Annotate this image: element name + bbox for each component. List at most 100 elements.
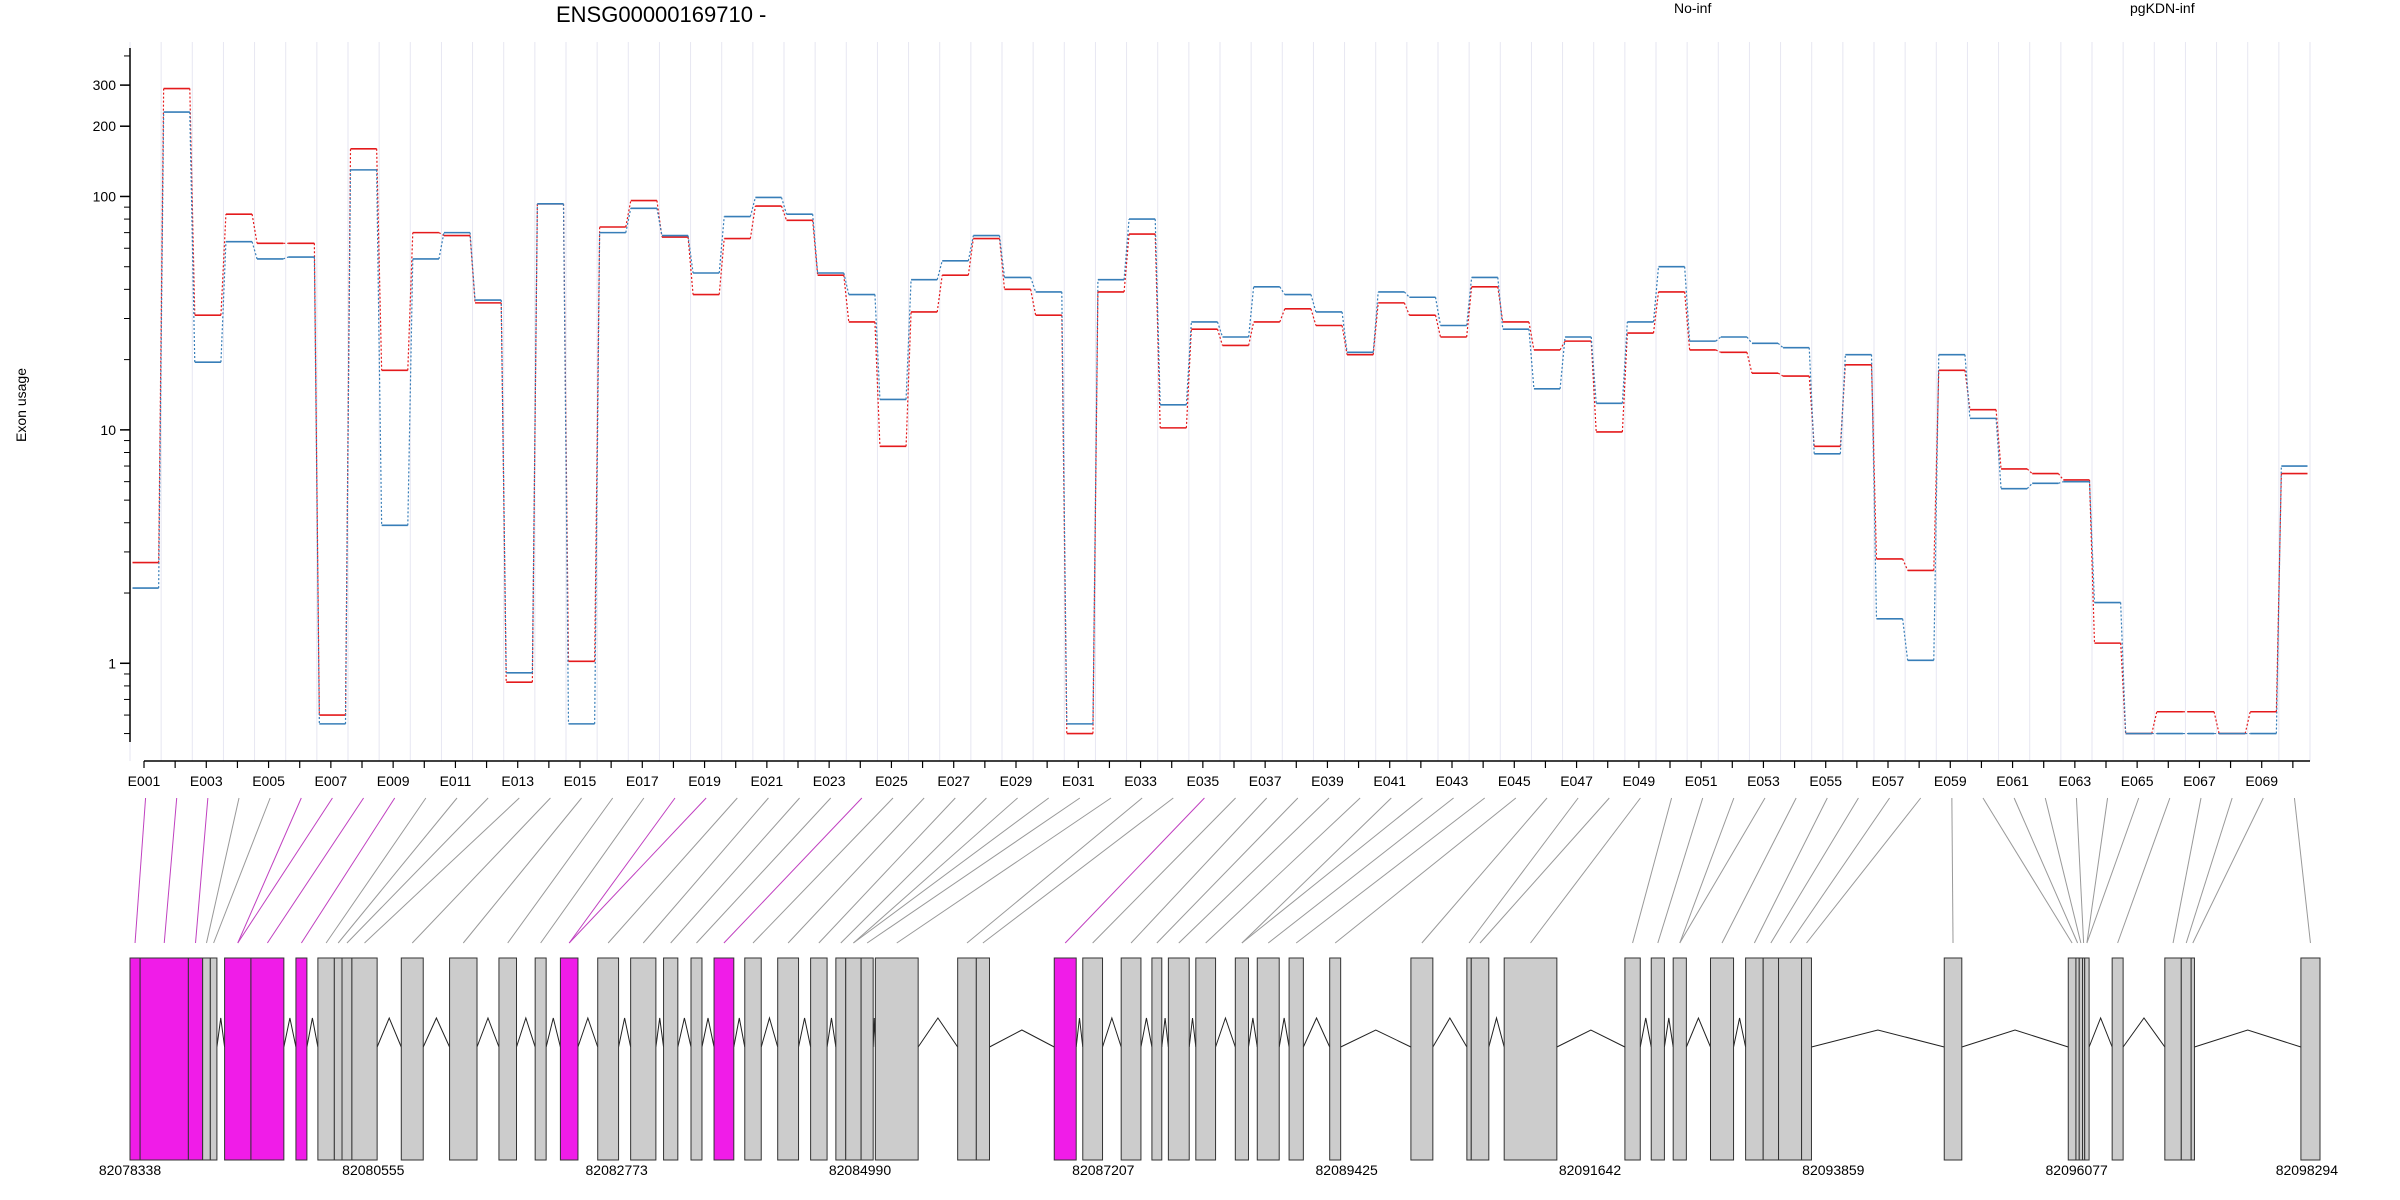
exon-box — [874, 957, 919, 1161]
series-connector — [1684, 291, 1691, 351]
series-connector — [1216, 329, 1224, 346]
series-connector — [1466, 286, 1473, 338]
intron-line — [733, 1017, 746, 1048]
intron-line — [989, 1029, 1055, 1048]
x-tick-label: E049 — [1623, 773, 1656, 789]
y-axis: 1 10 100 200 300 — [93, 48, 131, 742]
exon-connector — [1156, 797, 1299, 944]
exon-box — [250, 957, 285, 1161]
genomic-coordinate-label: 82098294 — [2276, 1162, 2339, 1178]
series-connector — [1216, 321, 1224, 338]
exon-connector — [1130, 797, 1268, 944]
exon-connector — [982, 797, 1174, 944]
exon-box — [1762, 957, 1780, 1161]
series-connector — [780, 197, 788, 215]
series-connector — [967, 235, 974, 261]
x-tick-label: E027 — [937, 773, 970, 789]
y-tick-label: 200 — [93, 118, 117, 134]
intron-line — [1685, 1016, 1711, 1048]
exon-box — [1288, 957, 1304, 1161]
exon-box — [2067, 957, 2077, 1161]
exon-box — [1801, 957, 1812, 1161]
x-tick-label: E061 — [1996, 773, 2029, 789]
intron-line — [545, 1017, 561, 1048]
series-lines — [132, 87, 2308, 735]
intron-line — [1639, 1017, 1652, 1048]
series-connector — [1403, 291, 1410, 298]
exon-connector — [1632, 797, 1673, 944]
exon-connector — [300, 797, 396, 944]
intron-line — [2122, 1017, 2166, 1048]
intron-line — [1215, 1016, 1236, 1048]
x-tick-label: E009 — [377, 773, 410, 789]
intron-line — [1340, 1029, 1412, 1048]
intron-line — [798, 1017, 812, 1048]
x-tick-label: E067 — [2183, 773, 2216, 789]
exon-connector — [195, 797, 209, 944]
intron-line — [826, 1017, 837, 1048]
exon-box — [1151, 957, 1163, 1161]
y-tick-label: 1 — [108, 655, 116, 671]
exon-connector-lines — [134, 797, 2311, 944]
genomic-coordinate-label: 82082773 — [586, 1162, 649, 1178]
exon-box — [1082, 957, 1104, 1161]
x-tick-label: E003 — [190, 773, 223, 789]
exon-box — [2180, 957, 2192, 1161]
x-tick-label: E035 — [1187, 773, 1220, 789]
series-connector — [189, 112, 196, 363]
x-tick-label: E063 — [2059, 773, 2092, 789]
exon-box — [449, 957, 478, 1161]
x-tick-label: E013 — [501, 773, 534, 789]
intron-line — [1663, 1017, 1674, 1048]
exon-box — [498, 957, 518, 1161]
series-connector — [905, 311, 912, 447]
series-connector — [1123, 234, 1130, 292]
x-tick-label: E037 — [1249, 773, 1282, 789]
exon-box — [630, 957, 657, 1161]
intron-line — [1188, 1017, 1197, 1048]
exon-connector — [2086, 797, 2140, 944]
exon-box — [1745, 957, 1764, 1161]
series-connector — [1933, 370, 1940, 571]
exon-box — [1503, 957, 1558, 1161]
series-connector — [749, 205, 756, 239]
exon-connector — [1679, 797, 1766, 944]
exon-connector — [2293, 797, 2311, 944]
exon-box — [224, 957, 252, 1161]
series-connector — [1248, 286, 1255, 338]
exon-box — [1195, 957, 1217, 1161]
exon-box — [975, 957, 990, 1161]
series-connector — [1839, 354, 1846, 454]
series-connector — [780, 205, 788, 221]
y-tick-label: 100 — [93, 188, 117, 204]
series-connector — [718, 216, 725, 274]
series-connector — [220, 241, 227, 363]
series-connector — [812, 214, 819, 274]
exon-connector — [325, 797, 427, 944]
x-tick-label: E005 — [252, 773, 285, 789]
series-connector — [1497, 277, 1504, 330]
series-connector — [2088, 479, 2096, 644]
series-connector — [936, 260, 943, 280]
series-connector — [1030, 289, 1037, 316]
exon-box — [1410, 957, 1434, 1161]
intron-line — [2088, 1016, 2113, 1048]
exon-connector — [411, 797, 551, 944]
series-connector — [313, 257, 320, 724]
genomic-coordinate-axis: 82078338 82080555 82082773 82084990 82087207… — [99, 1162, 2338, 1178]
exon-box — [845, 957, 862, 1161]
series-connector — [1902, 618, 1909, 661]
series-connector — [1434, 297, 1442, 326]
series-connector — [562, 203, 570, 724]
intron-line — [1247, 1017, 1258, 1048]
intron-line — [1302, 1016, 1331, 1048]
series-connector — [1715, 349, 1722, 353]
exon-connector — [206, 797, 240, 944]
exon-box — [534, 957, 547, 1161]
x-axis: E001 E003 E005 E007 E009 E011 E013 E015 E017 E019… — [128, 760, 2310, 789]
series-connector — [874, 294, 881, 400]
x-tick-label: E051 — [1685, 773, 1718, 789]
exon-box — [139, 957, 189, 1161]
series-connector — [1870, 354, 1878, 619]
x-tick-label: E043 — [1436, 773, 1469, 789]
